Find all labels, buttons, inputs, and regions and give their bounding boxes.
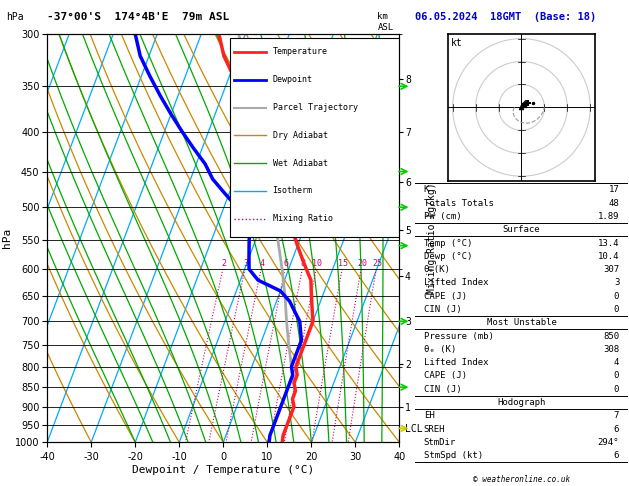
Text: 294°: 294° [598,438,619,447]
Text: CAPE (J): CAPE (J) [424,292,467,301]
Text: 2: 2 [221,259,226,268]
Text: 06.05.2024  18GMT  (Base: 18): 06.05.2024 18GMT (Base: 18) [415,12,596,22]
Text: kt: kt [451,38,463,49]
Text: 3: 3 [614,278,619,287]
Text: 17: 17 [608,185,619,194]
Text: Dewp (°C): Dewp (°C) [424,252,472,261]
Text: 4: 4 [260,259,265,268]
Text: CIN (J): CIN (J) [424,305,461,314]
Text: Dry Adiabat: Dry Adiabat [272,131,328,140]
Text: 307: 307 [603,265,619,274]
Text: Temp (°C): Temp (°C) [424,239,472,247]
Text: PW (cm): PW (cm) [424,212,461,221]
Text: 0: 0 [614,292,619,301]
Text: Lifted Index: Lifted Index [424,278,488,287]
Text: Isotherm: Isotherm [272,186,313,195]
Text: Mixing Ratio: Mixing Ratio [272,214,333,223]
Text: 13.4: 13.4 [598,239,619,247]
Text: 6: 6 [284,259,289,268]
Text: 0: 0 [614,371,619,381]
Y-axis label: hPa: hPa [3,228,12,248]
Text: Most Unstable: Most Unstable [486,318,557,327]
Text: 20: 20 [357,259,367,268]
Text: 15: 15 [338,259,348,268]
Text: Temperature: Temperature [272,48,328,56]
Text: SREH: SREH [424,425,445,434]
Text: θₑ(K): θₑ(K) [424,265,450,274]
Text: 48: 48 [608,199,619,208]
Text: EH: EH [424,411,435,420]
X-axis label: Dewpoint / Temperature (°C): Dewpoint / Temperature (°C) [132,465,314,475]
Text: -37°00'S  174°4B'E  79m ASL: -37°00'S 174°4B'E 79m ASL [47,12,230,22]
Text: 10: 10 [312,259,322,268]
Text: 3: 3 [243,259,248,268]
Text: 6: 6 [614,425,619,434]
Text: θₑ (K): θₑ (K) [424,345,456,354]
Text: Lifted Index: Lifted Index [424,358,488,367]
Text: Dewpoint: Dewpoint [272,75,313,84]
Text: Wet Adiabat: Wet Adiabat [272,158,328,168]
Text: Totals Totals: Totals Totals [424,199,494,208]
Text: K: K [424,185,429,194]
Text: CIN (J): CIN (J) [424,385,461,394]
Text: 4: 4 [614,358,619,367]
Y-axis label: Mixing Ratio (g/kg): Mixing Ratio (g/kg) [426,182,437,294]
Text: StmSpd (kt): StmSpd (kt) [424,451,483,460]
Text: Parcel Trajectory: Parcel Trajectory [272,103,358,112]
Text: © weatheronline.co.uk: © weatheronline.co.uk [473,474,570,484]
Text: 6: 6 [614,451,619,460]
Text: Pressure (mb): Pressure (mb) [424,331,494,341]
Text: 25: 25 [372,259,382,268]
Text: StmDir: StmDir [424,438,456,447]
Text: 0: 0 [614,385,619,394]
Text: 7: 7 [614,411,619,420]
Text: Surface: Surface [503,225,540,234]
Text: 308: 308 [603,345,619,354]
Bar [230,38,399,237]
Text: 8: 8 [301,259,306,268]
Text: hPa: hPa [6,12,24,22]
Text: km
ASL: km ASL [377,12,394,32]
Text: 10.4: 10.4 [598,252,619,261]
Text: CAPE (J): CAPE (J) [424,371,467,381]
Text: 1.89: 1.89 [598,212,619,221]
Text: Hodograph: Hodograph [498,398,545,407]
Text: 850: 850 [603,331,619,341]
Text: 0: 0 [614,305,619,314]
